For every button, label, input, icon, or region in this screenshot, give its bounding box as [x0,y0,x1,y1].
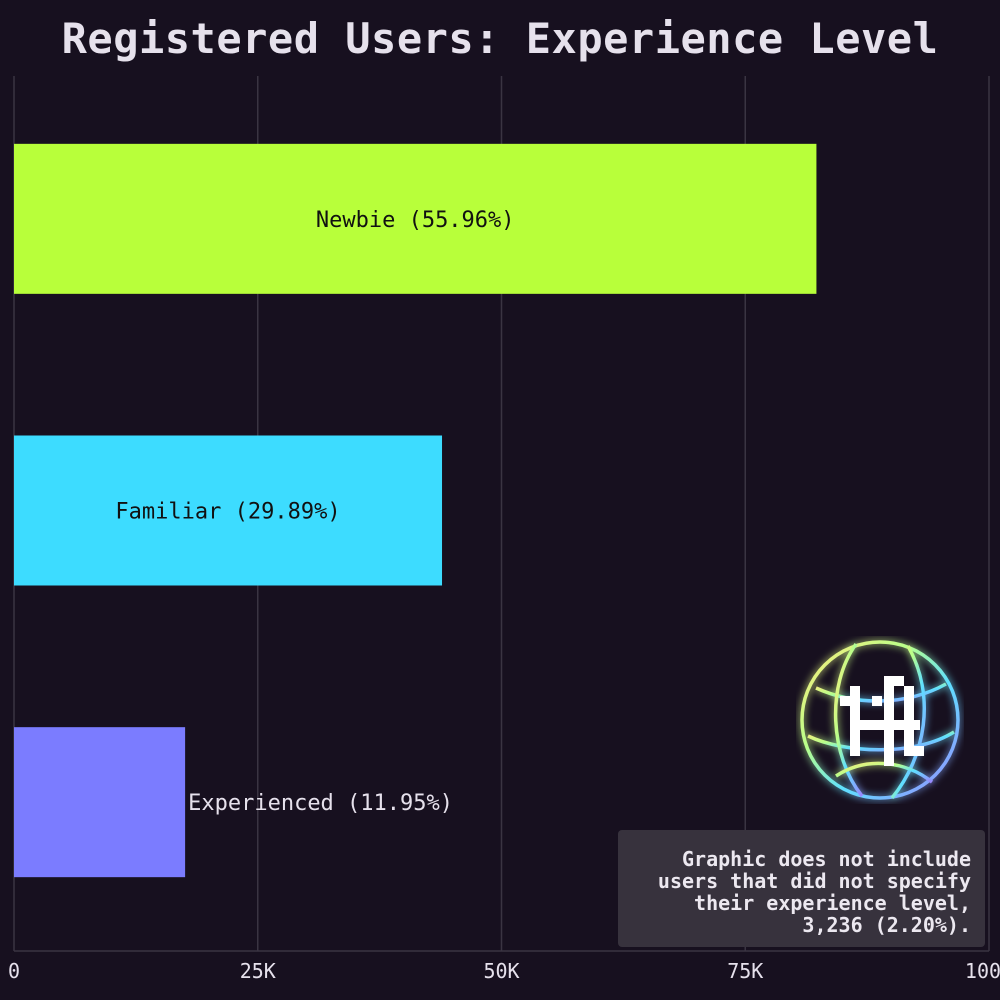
bar-label-familiar: Familiar (29.89%) [115,500,340,525]
bar-familiar [14,435,443,586]
footnote-line: Graphic does not include [682,847,971,871]
x-tick-label: 100K [965,959,1000,983]
community-globe-logo-icon [800,640,960,800]
bar-experienced [14,727,186,878]
x-tick-label: 50K [483,959,519,983]
footnote-box: Graphic does not include users that did … [618,830,985,947]
footnote-line: users that did not specify [657,869,971,893]
x-tick-label: 0 [8,959,20,983]
footnote-line: 3,236 (2.20%). [802,913,971,937]
x-tick-label: 25K [240,959,276,983]
chart-title: Registered Users: Experience Level [61,14,939,63]
bar-newbie [14,143,817,294]
bar-label-experienced: Experienced (11.95%) [188,791,453,816]
bar-label-newbie: Newbie (55.96%) [316,208,515,233]
x-tick-label: 75K [727,959,763,983]
footnote-line: their experience level, [694,891,971,915]
